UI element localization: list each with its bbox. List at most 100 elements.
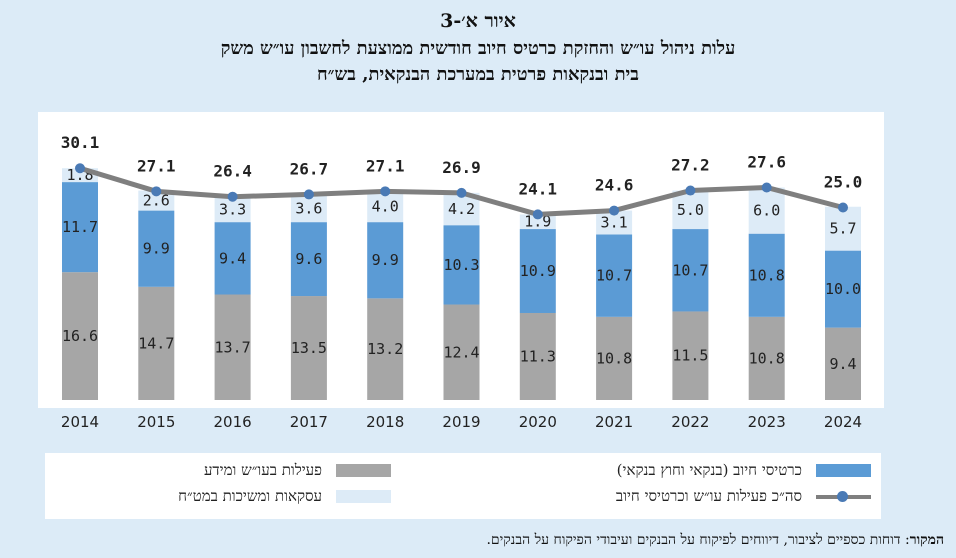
data-label-transactions: 4.2 (448, 200, 475, 218)
data-label-transactions: 1.9 (524, 213, 551, 231)
data-label-activity: 11.5 (672, 347, 708, 365)
total-data-label: 27.1 (137, 156, 176, 175)
data-label-transactions: 3.1 (601, 214, 628, 232)
x-tick-label: 2020 (519, 413, 557, 431)
bar-segment-cards (367, 222, 404, 299)
total-data-label: 30.1 (61, 133, 100, 152)
data-label-activity: 9.4 (829, 355, 856, 373)
legend-label-transactions: עסקאות ומשיכות במט״ח (178, 486, 322, 505)
bar-segment-cards (62, 182, 98, 273)
total-marker (75, 163, 85, 174)
data-label-activity: 12.4 (443, 343, 479, 361)
total-marker (151, 186, 162, 197)
source-label: המקור (909, 532, 944, 548)
total-data-label: 25.0 (824, 173, 863, 192)
bar-segment-transactions (367, 191, 404, 223)
legend-swatch-activity (336, 463, 391, 477)
data-label-transactions: 5.0 (677, 201, 704, 219)
bar-segment-activity (367, 298, 404, 400)
legend-label-cards: כרטיסי חיוב (בנקאי וחוץ בנקאי) (616, 460, 802, 479)
bar-segment-activity (825, 327, 861, 400)
data-label-activity: 11.3 (520, 347, 556, 365)
total-data-label: 26.4 (213, 162, 252, 181)
bar-segment-cards (214, 222, 251, 295)
data-label-activity: 13.7 (215, 338, 251, 356)
bar-segment-cards (596, 234, 633, 317)
stacked-bar-chart: 16.611.71.8201414.79.92.6201513.79.43.32… (61, 133, 863, 431)
data-label-activity: 13.2 (367, 340, 403, 358)
data-label-transactions: 2.6 (143, 192, 170, 210)
legend-swatch-transactions (336, 489, 391, 503)
data-label-cards: 9.4 (219, 249, 246, 267)
total-data-label: 26.9 (442, 158, 481, 177)
legend-swatch-total-line (816, 490, 871, 503)
legend-swatch-cards (816, 463, 871, 477)
figure-title-line-1: עלות ניהול עו״ש והחזקת כרטיס חיוב חודשית… (220, 38, 736, 59)
total-data-label: 26.7 (290, 159, 329, 178)
total-data-label: 27.2 (671, 156, 710, 175)
bar-segment-activity (214, 294, 251, 400)
bar-segment-cards (672, 229, 709, 312)
data-label-transactions: 3.3 (219, 200, 246, 218)
x-tick-label: 2021 (595, 413, 633, 431)
data-label-activity: 16.6 (62, 327, 98, 345)
bar-segment-activity (138, 286, 175, 400)
bar-segment-activity (672, 311, 709, 400)
x-tick-label: 2015 (137, 413, 175, 431)
bar-segment-transactions (825, 206, 861, 251)
x-tick-label: 2024 (824, 413, 862, 431)
data-label-cards: 10.7 (672, 261, 708, 279)
total-marker (761, 182, 772, 193)
plot-area: 16.6 11.7 1.8 2014 14.7 9.9 2.6 2015 13.7 9.4 3.3 2… (38, 112, 884, 431)
total-data-label: 27.1 (366, 156, 405, 175)
x-tick-label: 2023 (748, 413, 786, 431)
legend-label-activity: פעילות בעו״ש ומידע (203, 460, 322, 479)
bar-segment-transactions (519, 214, 556, 230)
legend-label-total: סה״כ פעילות עו״ש וכרטיסי חיוב (615, 486, 802, 505)
source-text: : דוחות כספיים לציבור, דיווחים לפיקוח על… (486, 532, 910, 548)
data-label-cards: 9.6 (295, 250, 322, 268)
data-label-cards: 10.7 (596, 267, 632, 285)
data-label-cards: 10.0 (825, 280, 861, 298)
bar-segment-transactions (596, 210, 633, 235)
total-marker (303, 189, 314, 200)
bar-segment-activity (443, 304, 480, 400)
data-label-activity: 13.5 (291, 339, 327, 357)
data-label-cards: 9.9 (372, 251, 399, 269)
data-label-cards: 11.7 (62, 218, 98, 236)
bar-segment-cards (138, 210, 175, 287)
x-tick-label: 2014 (61, 413, 99, 431)
total-marker (685, 185, 696, 196)
total-marker (227, 191, 238, 202)
legend: כרטיסי חיוב (בנקאי וחוץ בנקאי) פעילות בע… (45, 453, 881, 519)
x-tick-label: 2016 (214, 413, 252, 431)
total-data-label: 24.1 (519, 179, 558, 198)
total-marker (838, 202, 848, 213)
bar-segment-cards (519, 229, 556, 313)
total-marker (532, 209, 543, 220)
data-label-cards: 10.8 (749, 266, 785, 284)
legend-item-total: סה״כ פעילות עו״ש וכרטיסי חיוב (616, 485, 871, 507)
total-marker (456, 187, 467, 198)
bar-segment-activity (519, 312, 556, 400)
data-label-transactions: 3.6 (295, 199, 322, 217)
bar-segment-transactions (138, 190, 175, 211)
legend-item-transactions: עסקאות ומשיכות במט״ח (178, 485, 391, 507)
bar-segment-activity (62, 272, 98, 400)
x-tick-label: 2018 (366, 413, 404, 431)
data-label-cards: 10.9 (520, 262, 556, 280)
legend-item-cards: כרטיסי חיוב (בנקאי וחוץ בנקאי) (617, 459, 871, 481)
bar-segment-cards (748, 233, 785, 317)
bar-segment-transactions (672, 190, 709, 230)
data-label-transactions: 5.7 (829, 220, 856, 238)
data-label-activity: 10.8 (596, 349, 632, 367)
data-label-cards: 10.3 (443, 256, 479, 274)
data-label-activity: 10.8 (749, 349, 785, 367)
total-marker (380, 186, 391, 197)
x-tick-label: 2017 (290, 413, 328, 431)
data-label-transactions: 6.0 (753, 202, 780, 220)
figure-number: איור א׳-3 (440, 10, 516, 32)
total-marker (609, 205, 620, 216)
bar-segment-transactions (748, 187, 785, 234)
bar-segment-cards (290, 222, 327, 297)
